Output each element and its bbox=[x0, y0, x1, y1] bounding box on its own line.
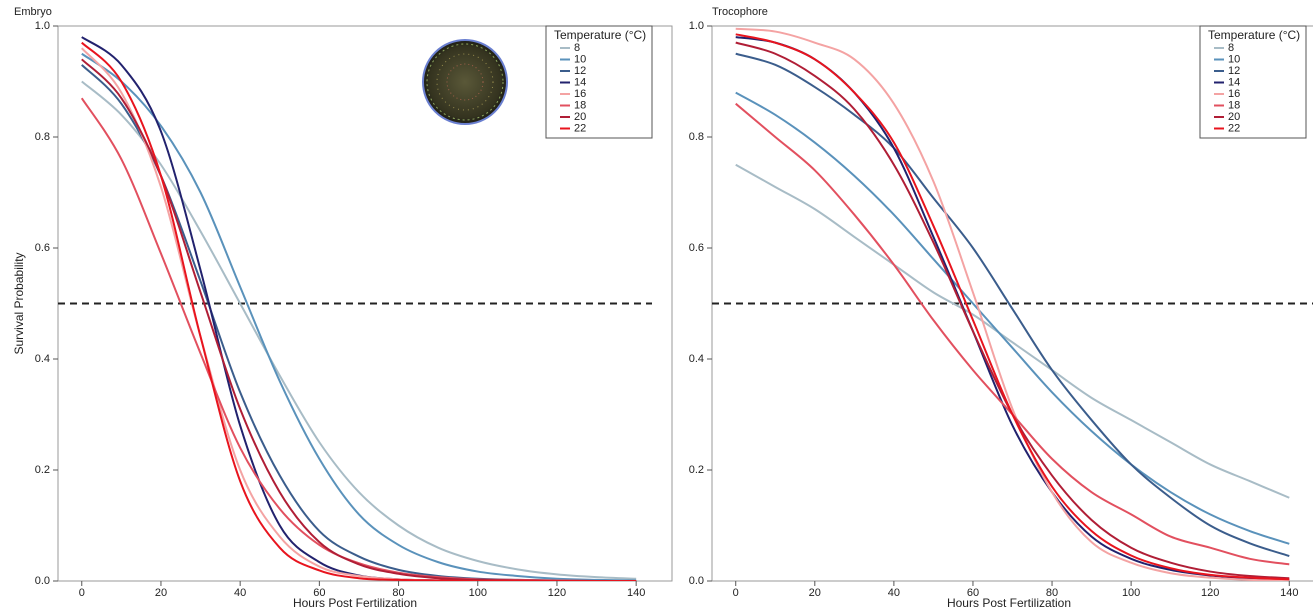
series-line bbox=[735, 52, 1290, 557]
legend-label: 14 bbox=[1228, 76, 1240, 88]
panel: Trocophore 0.0 0.2 0.4 0.6 0.8 1.0 0 20 40 60 80 100… bbox=[689, 6, 1313, 610]
x-tick-label: 20 bbox=[809, 587, 821, 599]
legend-label: 22 bbox=[1228, 122, 1240, 134]
series-line bbox=[735, 163, 1290, 499]
x-tick-label: 60 bbox=[313, 587, 325, 599]
x-axis-label: Hours Post Fertilization bbox=[947, 596, 1071, 610]
y-tick-label: 0.8 bbox=[689, 131, 704, 143]
series-line bbox=[81, 47, 637, 581]
y-tick-label: 0.2 bbox=[689, 464, 704, 476]
panel-title: Embryo bbox=[14, 6, 52, 18]
legend-label: 8 bbox=[1228, 42, 1234, 54]
series-line bbox=[735, 91, 1290, 545]
legend-label: 16 bbox=[1228, 88, 1240, 100]
series-group bbox=[80, 36, 637, 581]
x-tick-label: 20 bbox=[155, 587, 167, 599]
x-tick-label: 100 bbox=[1122, 587, 1140, 599]
x-tick-label: 40 bbox=[234, 587, 246, 599]
series-group bbox=[735, 27, 1290, 581]
x-tick-label: 80 bbox=[1046, 587, 1058, 599]
series-line bbox=[81, 36, 637, 581]
legend-label: 18 bbox=[574, 99, 586, 111]
legend-label: 10 bbox=[1228, 53, 1240, 65]
series-line bbox=[735, 102, 1290, 566]
legend-label: 12 bbox=[1228, 65, 1240, 77]
y-tick-label: 0.4 bbox=[689, 353, 704, 365]
legend-title: Temperature (°C) bbox=[554, 28, 646, 42]
y-tick-label: 0.0 bbox=[689, 575, 704, 587]
legend-label: 18 bbox=[1228, 99, 1240, 111]
panel-title: Trocophore bbox=[712, 6, 768, 18]
x-tick-label: 80 bbox=[392, 587, 404, 599]
embryo-photo bbox=[422, 39, 508, 125]
y-tick-label: 0.0 bbox=[35, 575, 50, 587]
x-tick-label: 0 bbox=[79, 587, 85, 599]
legend-label: 22 bbox=[574, 122, 586, 134]
legend-label: 20 bbox=[1228, 111, 1240, 123]
y-tick-label: 0.2 bbox=[35, 464, 50, 476]
x-tick-label: 60 bbox=[967, 587, 979, 599]
legend-label: 10 bbox=[574, 53, 586, 65]
legend-label: 12 bbox=[574, 65, 586, 77]
x-tick-label: 140 bbox=[627, 587, 645, 599]
series-line bbox=[81, 80, 637, 580]
x-tick-label: 40 bbox=[888, 587, 900, 599]
legend-label: 8 bbox=[574, 42, 580, 54]
series-line bbox=[81, 52, 637, 581]
legend-title: Temperature (°C) bbox=[1208, 28, 1300, 42]
panel: Embryo 0.0 0.2 0.4 0.6 0.8 1.0 0 20 40 60 80 100 120 1… bbox=[12, 6, 673, 610]
series-line bbox=[735, 27, 1290, 581]
y-tick-label: 1.0 bbox=[35, 20, 50, 32]
legend-label: 14 bbox=[574, 76, 586, 88]
x-tick-label: 100 bbox=[469, 587, 487, 599]
y-axis-label: Survival Probability bbox=[12, 252, 26, 354]
y-tick-label: 0.8 bbox=[35, 131, 50, 143]
x-tick-label: 140 bbox=[1280, 587, 1298, 599]
series-line bbox=[735, 33, 1290, 581]
x-tick-label: 120 bbox=[548, 587, 566, 599]
y-tick-label: 0.6 bbox=[35, 242, 50, 254]
series-line bbox=[81, 41, 637, 581]
legend-label: 20 bbox=[574, 111, 586, 123]
legend-label: 16 bbox=[574, 88, 586, 100]
y-tick-label: 0.4 bbox=[35, 353, 50, 365]
y-tick-label: 0.6 bbox=[689, 242, 704, 254]
x-tick-label: 120 bbox=[1201, 587, 1219, 599]
x-tick-label: 0 bbox=[733, 587, 739, 599]
y-tick-label: 1.0 bbox=[689, 20, 704, 32]
x-axis-label: Hours Post Fertilization bbox=[293, 596, 417, 610]
